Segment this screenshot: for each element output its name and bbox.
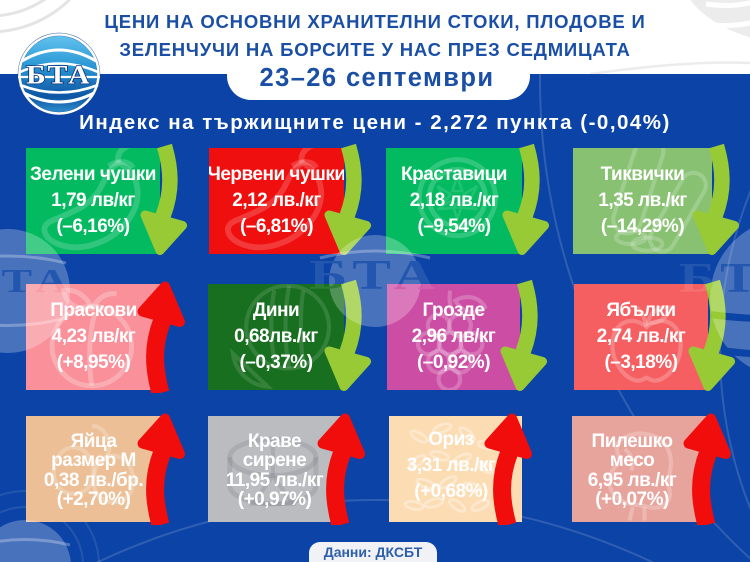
svg-text:БТА: БТА: [0, 262, 74, 300]
svg-text:БТА: БТА: [309, 252, 441, 298]
svg-text:БТА: БТА: [26, 61, 92, 90]
svg-text:БТА: БТА: [679, 254, 750, 301]
